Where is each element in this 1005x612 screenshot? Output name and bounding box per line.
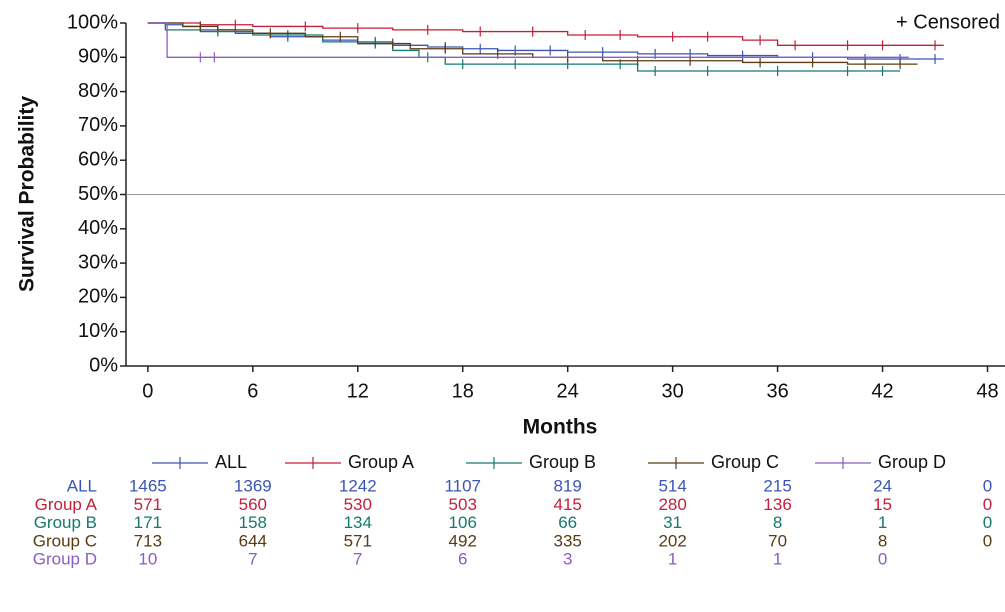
y-tick-label: 80% (78, 80, 118, 102)
risk-count: 0 (983, 513, 992, 532)
risk-count: 1242 (339, 476, 377, 495)
risk-count: 0 (878, 550, 887, 569)
risk-count: 560 (239, 495, 267, 514)
risk-count: 503 (449, 495, 477, 514)
risk-count: 215 (763, 476, 791, 495)
y-tick-label: 100% (67, 11, 118, 33)
risk-count: 202 (658, 531, 686, 550)
risk-count: 134 (344, 513, 372, 532)
x-tick-label: 36 (766, 380, 788, 402)
risk-count: 66 (558, 513, 577, 532)
risk-count: 3 (563, 550, 572, 569)
risk-count: 171 (134, 513, 162, 532)
y-tick-label: 90% (78, 46, 118, 68)
y-tick-label: 70% (78, 114, 118, 136)
risk-count: 1 (668, 550, 677, 569)
legend-label: Group D (878, 452, 946, 472)
x-tick-label: 48 (976, 380, 998, 402)
risk-row-label: Group C (33, 531, 97, 550)
risk-count: 280 (658, 495, 686, 514)
survival-curve (147, 22, 944, 60)
risk-count: 713 (134, 531, 162, 550)
risk-count: 24 (873, 476, 892, 495)
risk-count: 7 (248, 550, 257, 569)
risk-count: 136 (763, 495, 791, 514)
risk-count: 10 (138, 550, 157, 569)
risk-row-label: Group B (34, 513, 97, 532)
survival-curve (147, 22, 909, 58)
y-tick-label: 30% (78, 251, 118, 273)
risk-count: 31 (663, 513, 682, 532)
x-tick-label: 6 (247, 380, 258, 402)
risk-count: 1 (878, 513, 887, 532)
x-tick-label: 24 (557, 380, 579, 402)
x-axis-label: Months (523, 416, 598, 439)
risk-count: 1107 (444, 476, 481, 495)
legend-label: ALL (215, 452, 247, 472)
survival-curve (147, 22, 901, 72)
y-tick-label: 20% (78, 286, 118, 308)
risk-count: 6 (458, 550, 467, 569)
x-tick-label: 18 (452, 380, 474, 402)
risk-count: 15 (873, 495, 892, 514)
risk-count: 8 (878, 531, 887, 550)
risk-count: 514 (658, 476, 686, 495)
risk-count: 819 (553, 476, 581, 495)
risk-count: 335 (553, 531, 581, 550)
risk-count: 530 (344, 495, 372, 514)
risk-count: 8 (773, 513, 782, 532)
risk-count: 0 (983, 531, 992, 550)
x-tick-label: 30 (662, 380, 684, 402)
risk-count: 70 (768, 531, 787, 550)
risk-count: 644 (239, 531, 267, 550)
y-tick-label: 40% (78, 217, 118, 239)
risk-count: 1 (773, 550, 782, 569)
censor-note: + Censored (896, 11, 1000, 33)
risk-row-label: ALL (67, 476, 97, 495)
risk-count: 492 (449, 531, 477, 550)
risk-count: 158 (239, 513, 267, 532)
survival-curve (147, 22, 944, 46)
y-tick-label: 60% (78, 148, 118, 170)
risk-count: 1465 (129, 476, 167, 495)
risk-count: 571 (134, 495, 162, 514)
y-tick-label: 0% (89, 354, 118, 376)
risk-count: 7 (353, 550, 362, 569)
risk-count: 571 (344, 531, 372, 550)
risk-count: 106 (449, 513, 477, 532)
legend-label: Group C (711, 452, 779, 472)
legend-label: Group A (348, 452, 414, 472)
x-tick-label: 0 (142, 380, 153, 402)
legend-label: Group B (529, 452, 596, 472)
risk-row-label: Group D (33, 550, 97, 569)
risk-count: 415 (553, 495, 581, 514)
risk-row-label: Group A (35, 495, 98, 514)
risk-count: 1369 (234, 476, 272, 495)
y-axis-label: Survival Probability (16, 96, 39, 292)
risk-count: 0 (983, 495, 992, 514)
y-tick-label: 10% (78, 320, 118, 342)
x-tick-label: 12 (347, 380, 369, 402)
risk-count: 0 (983, 476, 992, 495)
x-tick-label: 42 (871, 380, 893, 402)
y-tick-label: 50% (78, 183, 118, 205)
survival-curve (147, 22, 918, 65)
